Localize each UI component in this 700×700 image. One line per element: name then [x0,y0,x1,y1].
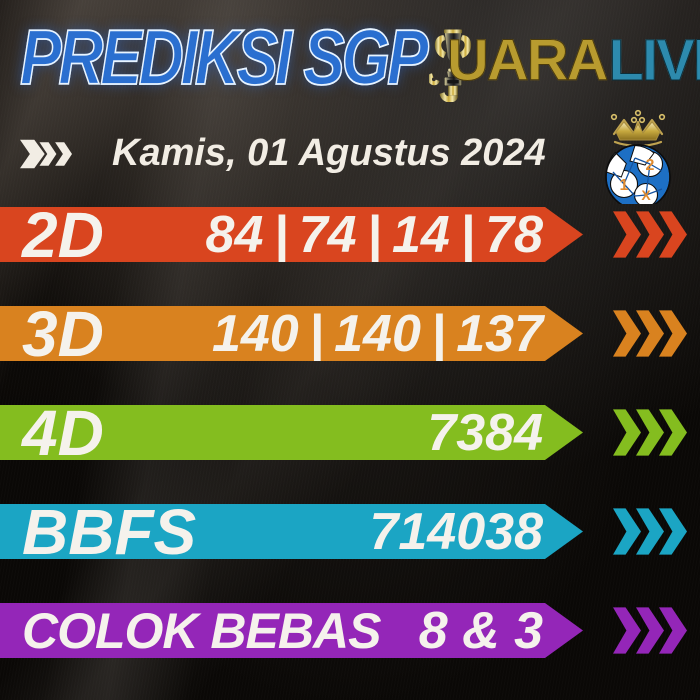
svg-text:2: 2 [646,157,655,174]
svg-text:1: 1 [620,177,629,194]
svg-text:X: X [641,187,651,203]
